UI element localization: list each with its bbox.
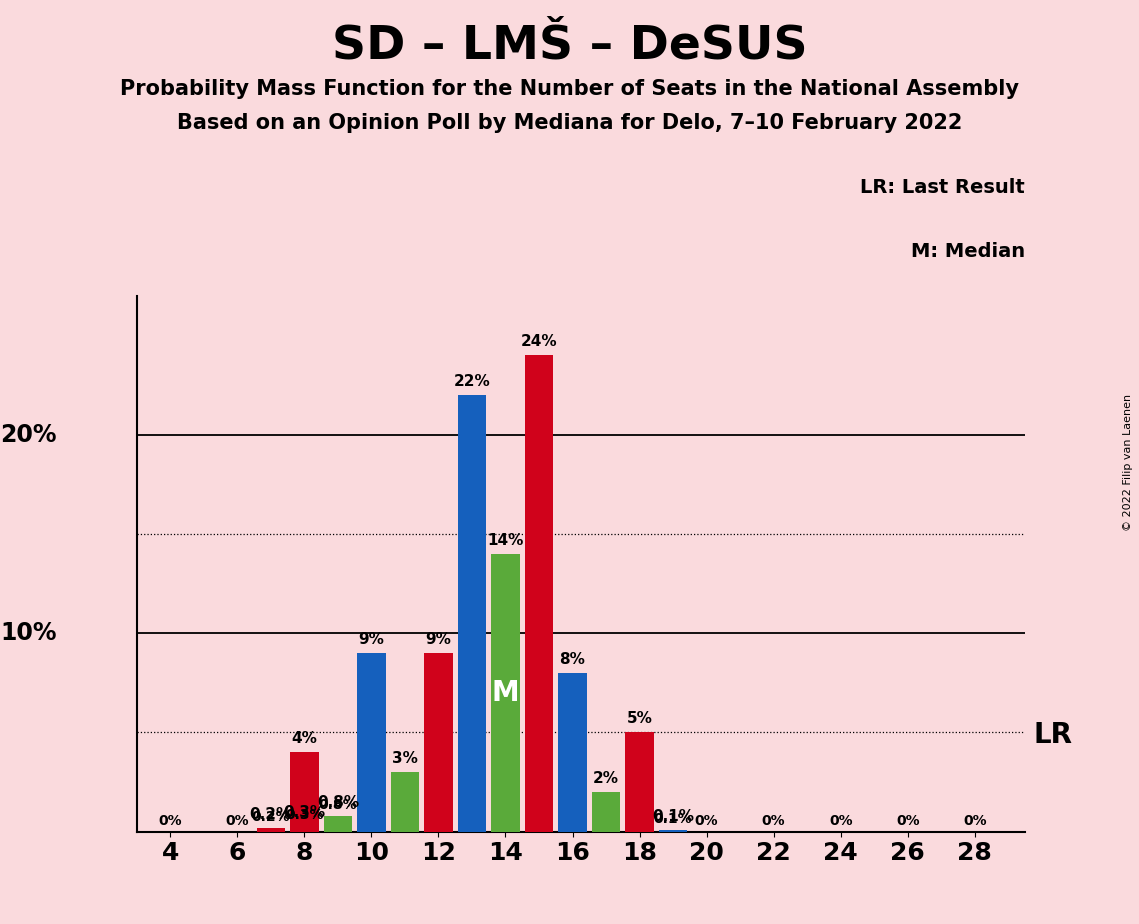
- Bar: [525, 355, 554, 832]
- Text: 0%: 0%: [158, 814, 182, 828]
- Text: Based on an Opinion Poll by Mediana for Delo, 7–10 February 2022: Based on an Opinion Poll by Mediana for …: [177, 113, 962, 133]
- Text: 2%: 2%: [593, 771, 618, 786]
- Text: M: M: [492, 678, 519, 707]
- Text: 0.3%: 0.3%: [284, 805, 326, 820]
- Text: 9%: 9%: [359, 632, 384, 647]
- Bar: [625, 733, 654, 832]
- Text: 0.3%: 0.3%: [285, 808, 323, 822]
- Bar: [256, 828, 285, 832]
- Text: 0.8%: 0.8%: [319, 798, 358, 812]
- Bar: [491, 553, 519, 832]
- Bar: [290, 826, 319, 832]
- Text: 0.2%: 0.2%: [252, 810, 290, 824]
- Bar: [658, 830, 687, 832]
- Text: 0%: 0%: [762, 814, 786, 828]
- Bar: [558, 673, 587, 832]
- Bar: [323, 816, 352, 832]
- Text: 22%: 22%: [453, 374, 490, 389]
- Text: 8%: 8%: [559, 651, 585, 667]
- Text: 0.1%: 0.1%: [653, 808, 694, 823]
- Text: 4%: 4%: [292, 731, 318, 747]
- Text: SD – LMŠ – DeSUS: SD – LMŠ – DeSUS: [331, 23, 808, 68]
- Text: 0.8%: 0.8%: [317, 795, 359, 809]
- Text: LR: Last Result: LR: Last Result: [860, 177, 1025, 197]
- Text: 0%: 0%: [226, 814, 249, 828]
- Bar: [391, 772, 419, 832]
- Text: 0%: 0%: [695, 814, 719, 828]
- Text: 14%: 14%: [487, 533, 524, 548]
- Bar: [592, 792, 621, 832]
- Text: 9%: 9%: [426, 632, 451, 647]
- Text: 5%: 5%: [626, 711, 653, 726]
- Bar: [358, 653, 386, 832]
- Text: 0.2%: 0.2%: [249, 807, 292, 821]
- Text: 0%: 0%: [962, 814, 986, 828]
- Text: 3%: 3%: [392, 751, 418, 766]
- Text: 0%: 0%: [896, 814, 919, 828]
- Bar: [458, 395, 486, 832]
- Text: 0%: 0%: [829, 814, 852, 828]
- Bar: [424, 653, 452, 832]
- Bar: [290, 752, 319, 832]
- Text: Probability Mass Function for the Number of Seats in the National Assembly: Probability Mass Function for the Number…: [120, 79, 1019, 99]
- Text: 10%: 10%: [0, 621, 57, 645]
- Text: 20%: 20%: [0, 422, 57, 446]
- Text: © 2022 Filip van Laenen: © 2022 Filip van Laenen: [1123, 394, 1133, 530]
- Text: LR: LR: [1034, 721, 1073, 749]
- Text: 24%: 24%: [521, 334, 557, 349]
- Text: M: Median: M: Median: [911, 242, 1025, 261]
- Text: 0.1%: 0.1%: [654, 812, 693, 826]
